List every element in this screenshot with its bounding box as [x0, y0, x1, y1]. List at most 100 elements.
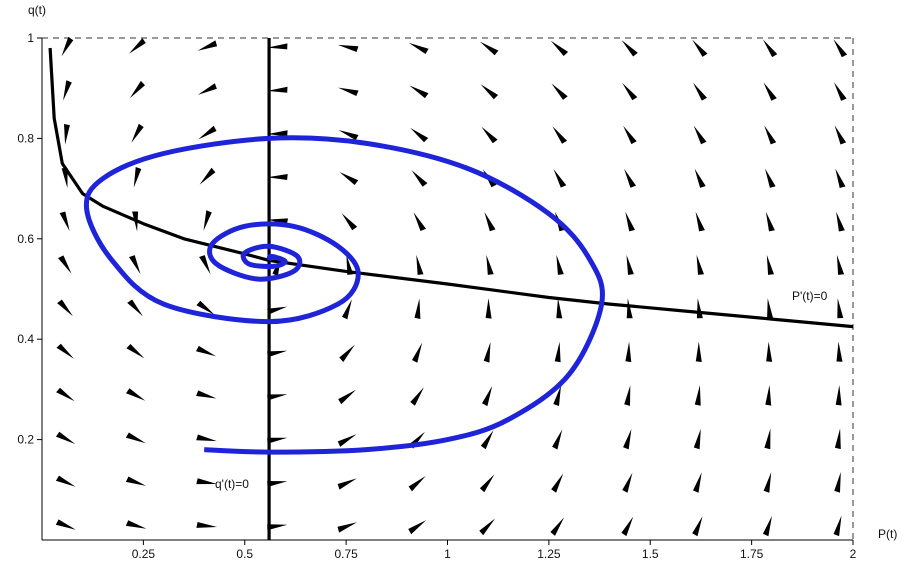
p-nullcline-label: P'(t)=0: [792, 289, 828, 303]
direction-arrow: [267, 394, 288, 401]
direction-arrow: [764, 125, 777, 145]
direction-arrow: [762, 39, 778, 58]
direction-arrow: [765, 211, 775, 232]
direction-arrow: [833, 39, 848, 58]
direction-arrow: [56, 343, 74, 359]
direction-arrow: [622, 472, 633, 493]
direction-arrow: [267, 437, 288, 444]
direction-arrow: [196, 300, 215, 315]
direction-arrow: [131, 123, 144, 143]
direction-arrow: [692, 516, 703, 537]
direction-arrow: [621, 40, 638, 57]
x-tick-label: 1.5: [642, 547, 659, 561]
direction-arrow: [694, 168, 706, 188]
direction-arrow: [196, 390, 217, 399]
direction-arrow: [346, 254, 354, 275]
direction-arrow: [480, 84, 499, 100]
direction-arrow: [836, 211, 845, 232]
p-nullcline-curve: [48, 47, 854, 329]
direction-arrow: [551, 83, 568, 100]
direction-arrow: [550, 40, 569, 56]
direction-arrow: [125, 432, 146, 444]
direction-arrow: [55, 519, 76, 530]
direction-arrow: [416, 254, 424, 275]
direction-arrow: [623, 125, 637, 145]
direction-arrow: [199, 255, 211, 275]
direction-arrow: [479, 518, 496, 536]
direction-arrow: [267, 130, 288, 137]
direction-arrow: [410, 387, 424, 406]
direction-arrow: [479, 474, 495, 493]
direction-arrow: [834, 472, 841, 493]
direction-arrow: [412, 342, 423, 363]
direction-arrow: [414, 298, 421, 319]
direction-arrow: [127, 299, 143, 317]
direction-arrow: [485, 298, 492, 319]
direction-arrow: [486, 254, 494, 275]
direction-arrow: [556, 298, 563, 319]
direction-arrow: [61, 168, 68, 189]
y-tick-label: 0.8: [17, 131, 34, 145]
direction-arrow: [766, 341, 773, 362]
direction-arrow: [129, 255, 141, 275]
direction-arrow: [626, 254, 634, 275]
direction-arrow: [267, 43, 288, 50]
direction-arrow: [337, 44, 359, 52]
direction-arrow: [267, 86, 288, 93]
direction-arrow: [624, 385, 631, 406]
direction-arrow: [554, 341, 561, 363]
direction-arrow: [766, 254, 774, 275]
direction-arrow: [408, 42, 429, 54]
direction-arrow: [196, 434, 217, 442]
direction-arrow: [338, 87, 359, 96]
direction-arrow: [764, 428, 771, 450]
y-axis-label: q(t): [28, 3, 46, 17]
direction-arrow: [836, 254, 845, 275]
direction-arrow: [196, 345, 216, 357]
direction-arrow: [693, 125, 707, 145]
direction-arrow: [481, 126, 498, 144]
direction-arrow: [834, 82, 847, 101]
direction-arrow: [409, 85, 429, 99]
direction-arrow: [693, 428, 701, 450]
direction-arrow: [338, 389, 356, 405]
direction-arrow: [625, 211, 635, 232]
direction-arrow: [58, 255, 72, 274]
direction-arrow: [59, 211, 70, 232]
direction-arrow: [836, 341, 843, 362]
direction-field: [55, 36, 848, 537]
direction-arrow: [553, 169, 567, 188]
direction-arrow: [835, 168, 846, 188]
direction-arrow: [196, 522, 217, 528]
x-tick-label: 0.5: [236, 547, 253, 561]
direction-arrow: [267, 306, 288, 315]
direction-arrow: [696, 254, 704, 275]
x-axis-label: P(t): [878, 527, 897, 541]
direction-arrow: [550, 517, 565, 536]
direction-arrow: [692, 39, 708, 57]
x-tick-label: 0.75: [334, 547, 358, 561]
trajectory-group: [83, 135, 605, 455]
trajectory-spiral: [83, 135, 605, 455]
direction-arrow: [623, 429, 632, 450]
direction-arrow: [267, 350, 288, 358]
direction-arrow: [480, 430, 494, 450]
direction-arrow: [621, 516, 634, 537]
direction-arrow: [196, 478, 217, 485]
direction-arrow: [624, 168, 636, 188]
direction-arrow: [342, 299, 352, 320]
direction-arrow: [197, 83, 217, 95]
direction-arrow: [696, 298, 703, 319]
direction-arrow: [199, 167, 216, 185]
q-nullcline-label: q'(t)=0: [215, 477, 249, 491]
direction-arrow: [767, 298, 774, 319]
direction-arrow: [337, 478, 357, 490]
direction-arrow: [482, 386, 493, 407]
direction-arrow: [693, 82, 707, 101]
y-tick-label: 1: [27, 31, 34, 45]
direction-arrow: [55, 431, 76, 444]
direction-arrow: [483, 342, 491, 363]
direction-arrow: [61, 36, 74, 57]
direction-arrow: [133, 167, 142, 188]
